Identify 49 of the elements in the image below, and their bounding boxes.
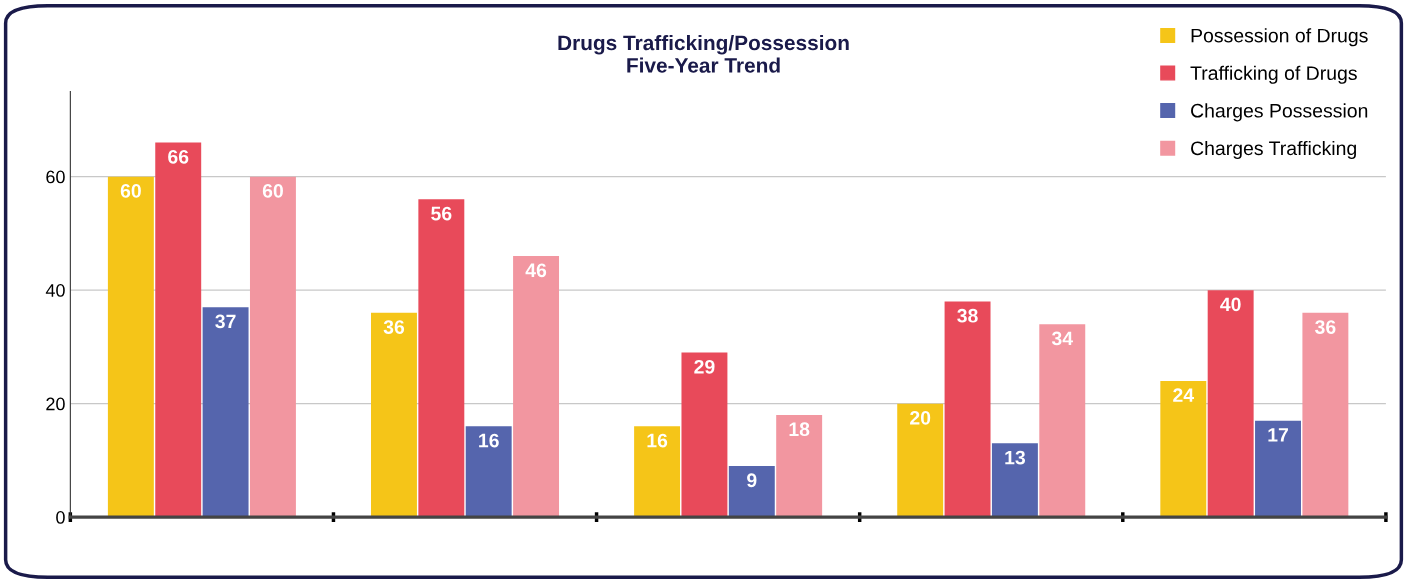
data-label: 17 [1268, 428, 1288, 442]
data-label: 40 [1220, 297, 1241, 312]
data-label: 36 [383, 320, 405, 334]
data-label: 9 [747, 473, 757, 488]
data-label: 34 [1051, 331, 1073, 346]
data-label: 16 [647, 433, 668, 448]
bar [107, 176, 154, 518]
data-label: 60 [262, 183, 283, 198]
data-label: 13 [1005, 450, 1026, 465]
bar [991, 443, 1038, 518]
bar [249, 176, 296, 518]
bar [681, 352, 728, 518]
bar [371, 312, 417, 518]
bar [465, 426, 512, 518]
bar [897, 403, 944, 518]
bar [202, 307, 249, 518]
legend-label: Charges Possession [1191, 103, 1368, 122]
bar [944, 301, 991, 518]
data-label: 38 [957, 308, 978, 323]
data-label: 24 [1173, 388, 1195, 402]
bar [155, 142, 202, 518]
data-label: 29 [694, 359, 715, 374]
legend-label: Charges Trafficking [1191, 140, 1356, 160]
data-label: 46 [525, 263, 547, 278]
y-tick-label: 20 [46, 397, 65, 411]
bar [513, 256, 560, 518]
y-tick-label: 0 [56, 511, 65, 524]
data-label: 20 [910, 410, 931, 425]
bar [1039, 324, 1086, 518]
bar [728, 466, 775, 518]
bar [1255, 420, 1301, 518]
chart-title: Drugs Trafficking/Possession Five-Year Trend [558, 34, 849, 73]
bar [1302, 312, 1349, 518]
y-tick-label: 40 [45, 284, 65, 297]
bar [1207, 290, 1254, 518]
data-label: 66 [168, 149, 189, 164]
data-label: 18 [789, 422, 810, 437]
data-label: 60 [120, 183, 141, 198]
data-label: 16 [479, 433, 499, 448]
bar [418, 199, 465, 518]
data-label: 56 [431, 206, 452, 221]
legend-label: Possession of Drugs [1191, 28, 1368, 47]
data-label: 37 [215, 314, 236, 329]
bar [634, 426, 681, 518]
y-tick-label: 60 [46, 170, 65, 184]
legend-label: Trafficking of Drugs [1190, 65, 1357, 84]
bar [776, 414, 823, 518]
data-label: 36 [1315, 320, 1336, 334]
bar [1160, 380, 1207, 518]
